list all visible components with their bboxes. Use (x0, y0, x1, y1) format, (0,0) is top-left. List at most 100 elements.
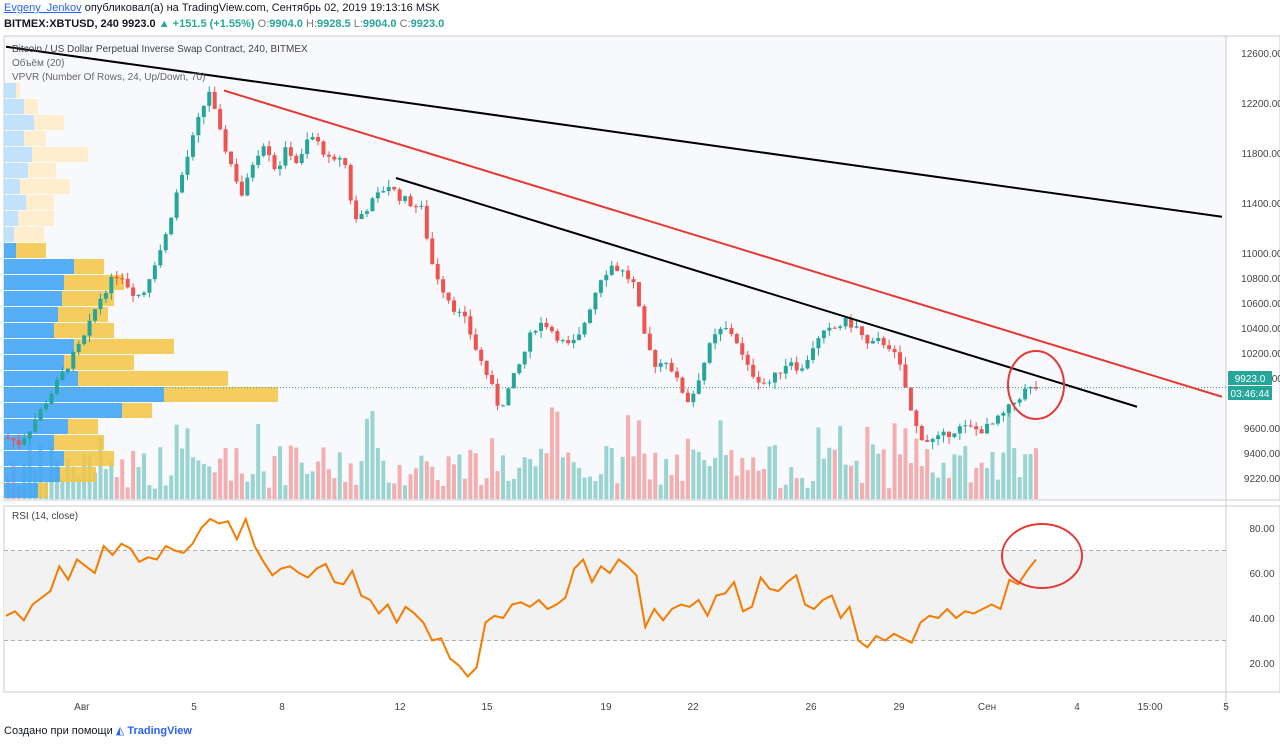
vpvr-up-bar (4, 131, 24, 146)
price-tick-label: 11400.00 (1242, 199, 1280, 210)
rsi-highlight-circle (1001, 523, 1083, 589)
volume-bar (163, 485, 168, 499)
candle-body (800, 368, 805, 371)
symbol-label: BITMEX:XBTUSD, 240 (4, 18, 119, 30)
candle-body (930, 439, 935, 442)
open-value: 9904.0 (269, 18, 303, 30)
volume-bar (375, 447, 380, 499)
candle-body (995, 415, 1000, 424)
volume-bar (473, 453, 478, 499)
candle-body (250, 165, 255, 178)
volume-bar (141, 453, 146, 499)
volume-bar (876, 453, 881, 499)
volume-bar (821, 458, 826, 499)
volume-bar (229, 480, 234, 499)
candle-body (658, 363, 663, 367)
price-tick-label: 10200.00 (1241, 349, 1280, 360)
candles (4, 86, 1226, 450)
volume-bar (261, 471, 266, 499)
low-value: 9904.0 (362, 18, 397, 30)
candle-body (22, 438, 27, 445)
vpvr-down-bar (20, 179, 70, 194)
candle-body (870, 340, 875, 344)
vpvr-up-bar (4, 115, 34, 130)
candle-body (54, 379, 59, 394)
candle-body (408, 196, 413, 207)
volume-bar (664, 458, 669, 499)
candle-body (435, 264, 440, 280)
candle-body (245, 177, 250, 196)
time-tick-label: 26 (805, 702, 817, 713)
candle-body (93, 309, 98, 321)
rsi-tick-label: 40.00 (1249, 614, 1274, 625)
volume-bar (462, 478, 467, 499)
footer-brand[interactable]: TradingView (127, 725, 192, 737)
candle-body (560, 340, 565, 342)
candle-body (33, 420, 38, 432)
author-link[interactable]: Evgeny_Jenkov (4, 2, 82, 14)
candle-body (810, 348, 815, 360)
candle-body (914, 410, 919, 427)
candle-body (103, 293, 108, 299)
volume-bar (827, 447, 832, 499)
candle-body (44, 403, 49, 410)
volume-bar (419, 455, 424, 499)
candle-body (185, 156, 190, 175)
candle-body (109, 276, 114, 294)
volume-bar (506, 480, 511, 499)
candle-body (131, 287, 136, 296)
candle-body (359, 213, 364, 220)
volume-bar (832, 449, 837, 499)
volume-bar (968, 482, 973, 499)
candle-body (539, 322, 544, 331)
candle-body (11, 438, 16, 441)
candle-body (974, 426, 979, 430)
volume-bar (370, 411, 375, 499)
vpvr-down-bar (64, 451, 114, 466)
candle-body (566, 340, 571, 344)
volume-bar (631, 456, 636, 499)
vpvr-up-bar (4, 355, 64, 370)
candle-body (272, 155, 277, 170)
volume-bar (598, 474, 603, 499)
trendlines[interactable] (5, 45, 1223, 408)
volume-bar (936, 477, 941, 499)
candle-body (441, 279, 446, 293)
vpvr-down-bar (16, 83, 20, 98)
candle-body (473, 334, 478, 350)
volume-bar (566, 452, 571, 499)
vpvr-up-bar (4, 371, 78, 386)
price-pane[interactable] (4, 36, 1226, 500)
candle-body (196, 116, 201, 136)
candle-body (60, 371, 65, 380)
volume-bar (702, 460, 707, 499)
vpvr-down-bar (122, 403, 152, 418)
volume-bar (675, 454, 680, 499)
candle-body (413, 206, 418, 208)
candle-body (789, 362, 794, 366)
candle-body (740, 343, 745, 355)
time-tick-label: 5 (1223, 702, 1229, 713)
volume-bar (522, 457, 527, 499)
volume-bar (337, 452, 342, 499)
volume-bar (267, 487, 272, 499)
volume-bar (332, 478, 337, 499)
volume-bar (452, 464, 457, 499)
candle-body (392, 186, 397, 190)
vpvr-up-bar (4, 275, 64, 290)
volume-bar (430, 466, 435, 499)
candle-body (82, 335, 87, 344)
candle-body (903, 364, 908, 388)
candle-body (506, 388, 511, 406)
candle-body (522, 351, 527, 365)
footer-created: Создано при помощи (4, 725, 113, 737)
volume-bar (544, 453, 549, 499)
candle-body (479, 349, 484, 361)
volume-bar (468, 449, 473, 499)
volume-bar (500, 455, 505, 499)
candle-body (136, 294, 141, 296)
time-tick-label: 19 (600, 702, 612, 713)
volume-bar (60, 478, 65, 499)
time-tick-label: 12 (394, 702, 406, 713)
